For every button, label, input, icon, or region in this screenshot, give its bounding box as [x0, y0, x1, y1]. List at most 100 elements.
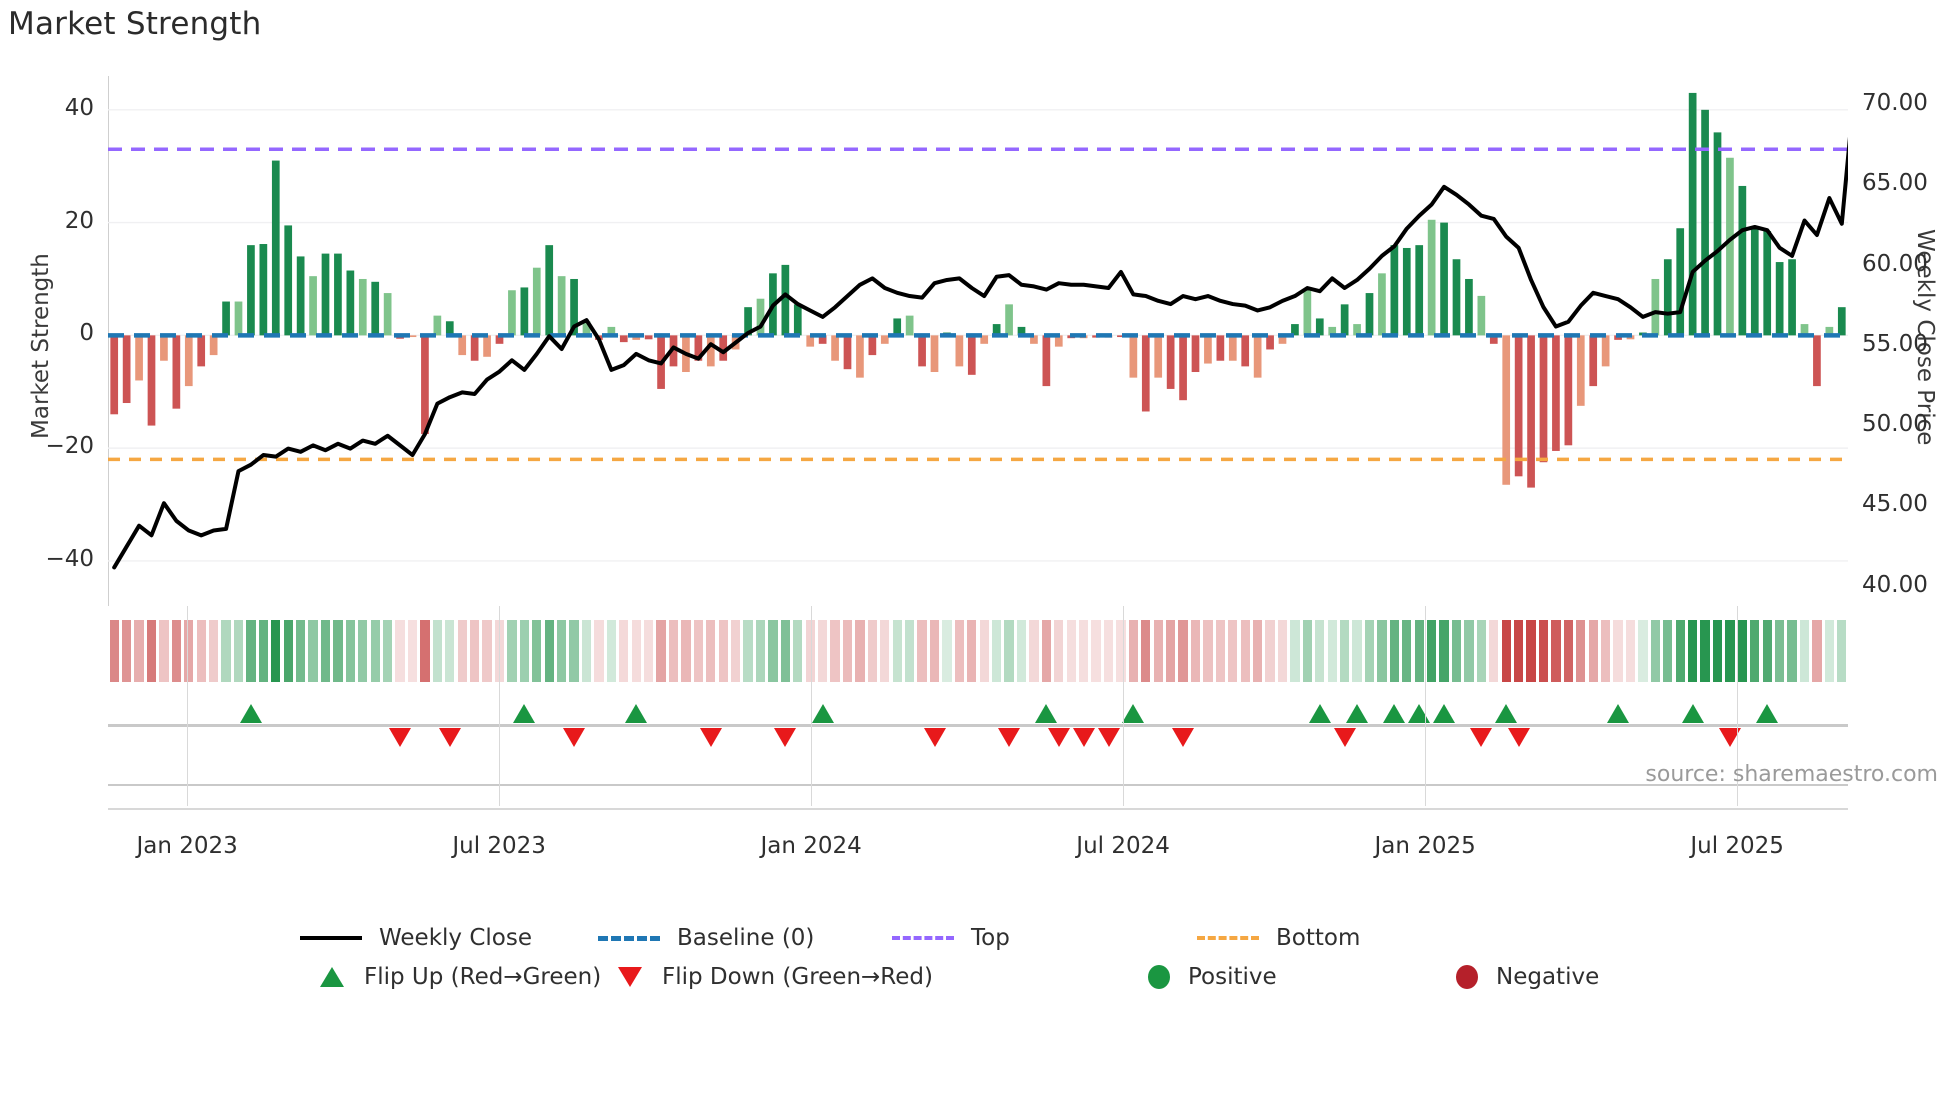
- source-credit: source: sharemaestro.com: [1645, 762, 1938, 787]
- flip-up-marker: [1035, 704, 1058, 723]
- flip-down-marker: [1470, 728, 1493, 747]
- weekly-close-line: [112, 136, 1848, 570]
- legend-item-weekly-close[interactable]: Weekly Close: [300, 925, 532, 951]
- flip-up-marker: [1408, 704, 1431, 723]
- heat-cell: [1203, 620, 1213, 682]
- legend-item-negative[interactable]: Negative: [1438, 964, 1599, 990]
- strength-bar: [1278, 335, 1287, 344]
- heat-cell: [855, 620, 865, 682]
- strength-bar: [1365, 293, 1374, 336]
- legend-item-positive[interactable]: Positive: [1130, 964, 1277, 990]
- strength-bar: [1030, 335, 1038, 344]
- strength-bar: [1539, 335, 1548, 463]
- flip-down-marker: [389, 728, 412, 747]
- heat-cell: [345, 620, 355, 682]
- right-tick-label: 40.00: [1862, 571, 1928, 598]
- heat-cell: [1837, 620, 1847, 682]
- heat-cell: [1302, 620, 1312, 682]
- heat-cell: [731, 620, 741, 682]
- heat-cell: [1501, 620, 1511, 682]
- strength-bar: [184, 335, 193, 387]
- legend-triangle-down-icon: [618, 967, 642, 987]
- strength-bar: [222, 301, 230, 336]
- legend-item-bottom[interactable]: Bottom: [1197, 925, 1360, 951]
- heat-cell: [1775, 620, 1785, 682]
- strength-bar: [893, 318, 902, 336]
- heat-cell: [1737, 620, 1747, 682]
- heat-cell: [880, 620, 890, 682]
- strength-bar: [1415, 245, 1424, 336]
- strength-bar: [570, 278, 578, 336]
- heat-cell: [1489, 620, 1499, 682]
- legend-item-flip-down-green-red[interactable]: Flip Down (Green→Red): [598, 964, 933, 990]
- strength-bar: [1353, 324, 1361, 336]
- strength-bar: [1303, 290, 1312, 336]
- heat-cell: [109, 620, 119, 682]
- strength-bar: [856, 335, 864, 378]
- heat-cell: [619, 620, 629, 682]
- legend-dot-icon: [1456, 965, 1478, 989]
- heat-cell: [1725, 620, 1735, 682]
- heat-cell: [706, 620, 716, 682]
- strength-bar: [135, 335, 143, 381]
- strength-bar: [1552, 335, 1560, 451]
- strength-bar: [1378, 273, 1386, 336]
- strength-bar: [209, 335, 218, 356]
- heat-cell: [557, 620, 567, 682]
- strength-bar: [1291, 324, 1299, 336]
- heat-cell: [1476, 620, 1486, 682]
- heat-cell: [656, 620, 666, 682]
- legend-line-swatch: [300, 936, 362, 940]
- strength-bar: [744, 307, 752, 336]
- heat-cell: [221, 620, 231, 682]
- heat-cell: [818, 620, 828, 682]
- strength-bar: [1788, 259, 1796, 336]
- heat-cell: [1812, 620, 1822, 682]
- heat-cell: [283, 620, 293, 682]
- heat-cell: [1315, 620, 1325, 682]
- x-tick-label: Jan 2025: [1374, 833, 1476, 859]
- heat-cell: [1290, 620, 1300, 682]
- right-tick-label: 70.00: [1862, 89, 1928, 116]
- strength-bar: [234, 301, 243, 336]
- heat-cell: [668, 620, 679, 682]
- strength-bar: [383, 293, 392, 336]
- heat-cell: [122, 620, 132, 682]
- strength-bar: [1427, 219, 1436, 336]
- legend-item-top[interactable]: Top: [892, 925, 1010, 951]
- heat-cell: [196, 620, 206, 682]
- heat-cell: [1389, 620, 1399, 682]
- strength-bar: [607, 326, 616, 336]
- flip-down-marker: [1072, 728, 1095, 747]
- heat-cell: [1228, 620, 1238, 682]
- heat-cell: [1277, 620, 1288, 682]
- flip-up-marker: [625, 704, 648, 723]
- strength-bar: [545, 245, 554, 336]
- strength-bar: [346, 270, 355, 336]
- left-tick-label: −40: [45, 545, 94, 572]
- heat-cell: [1128, 620, 1138, 682]
- x-tick-label: Jan 2023: [136, 833, 238, 859]
- strength-bar: [1576, 335, 1585, 406]
- legend-item-flip-up-red-green[interactable]: Flip Up (Red→Green): [300, 964, 601, 990]
- heat-cell: [606, 620, 616, 682]
- legend-item-baseline-0[interactable]: Baseline (0): [598, 925, 814, 951]
- strength-bar: [1477, 295, 1486, 336]
- heat-cell: [979, 620, 989, 682]
- x-tick-line: [1425, 606, 1427, 806]
- legend-label: Flip Down (Green→Red): [662, 964, 933, 990]
- strength-bar: [1340, 304, 1349, 336]
- x-tick-label: Jul 2025: [1690, 833, 1784, 859]
- strength-bar: [905, 315, 914, 336]
- strength-bar: [781, 264, 790, 336]
- heat-cell: [1190, 620, 1201, 682]
- heat-cell: [805, 620, 815, 682]
- flip-marker-row: [108, 690, 1848, 750]
- heat-cell: [432, 620, 442, 682]
- heat-cell: [1787, 620, 1797, 682]
- strength-bar: [694, 335, 703, 361]
- heat-cell: [370, 620, 380, 682]
- strength-heat-strip: [108, 620, 1848, 682]
- heat-cell: [1762, 620, 1772, 682]
- strength-bar: [147, 335, 156, 426]
